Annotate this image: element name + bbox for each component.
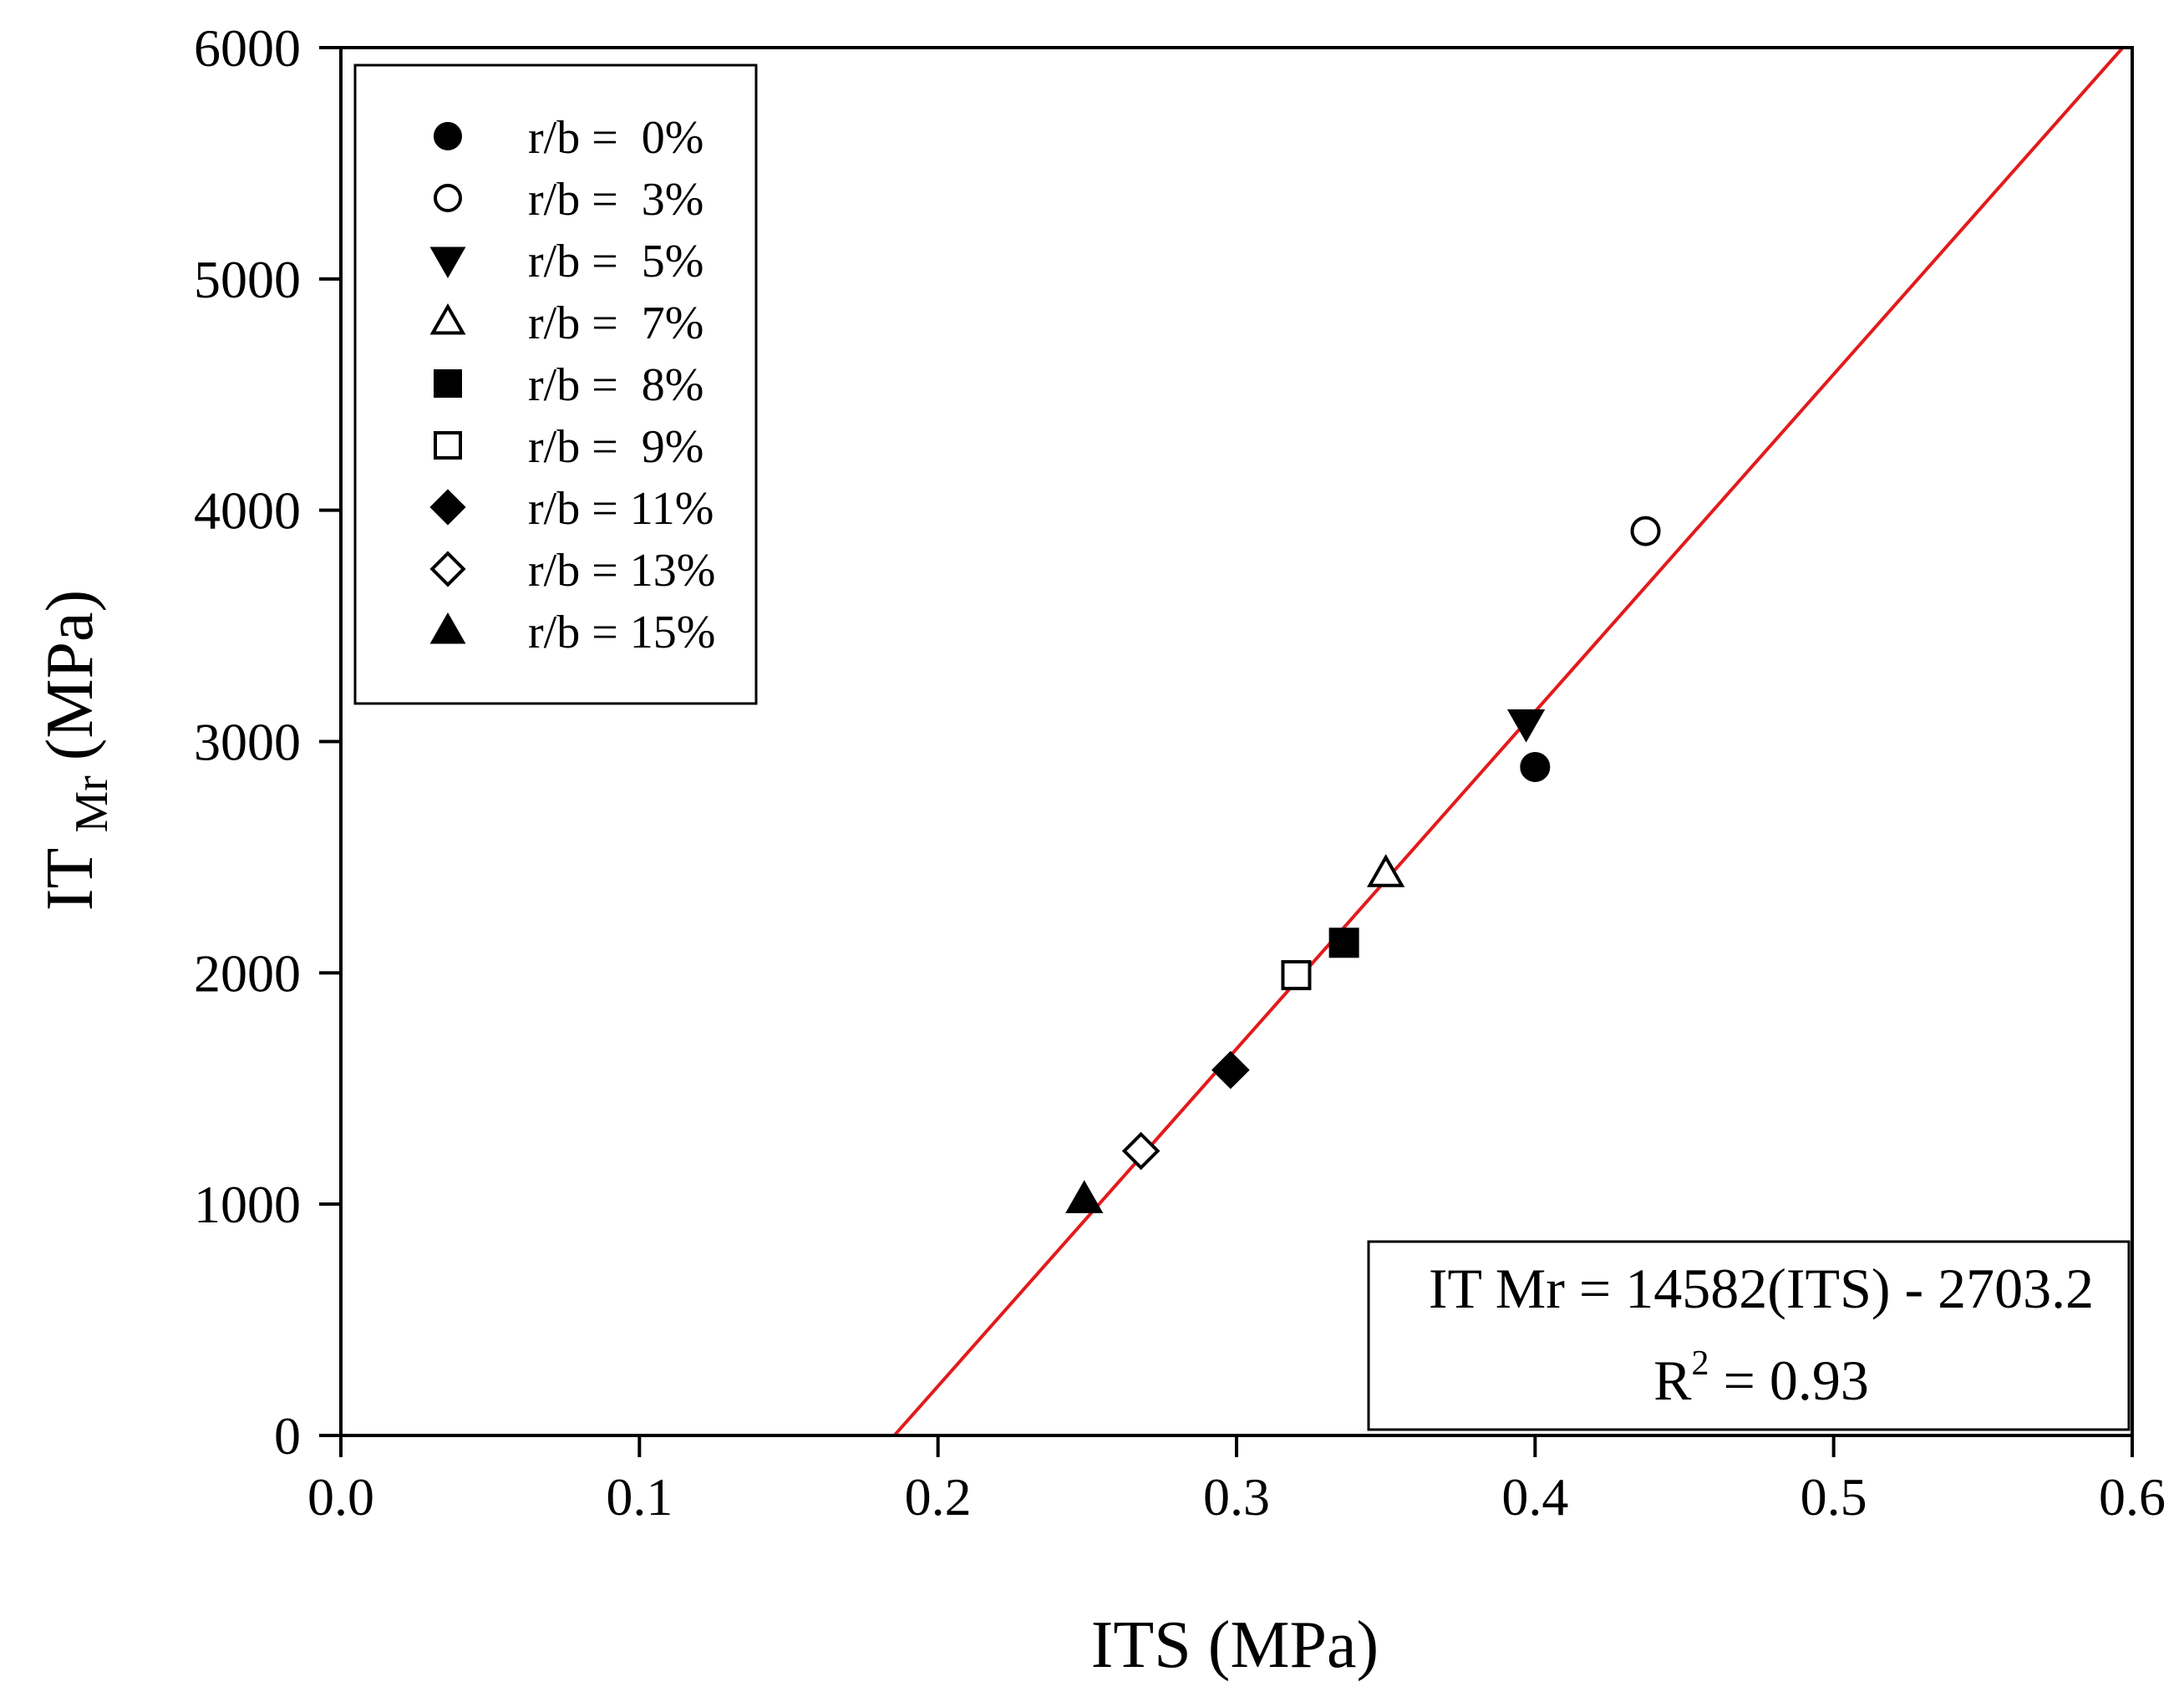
x-tick-label: 0.3 [1203,1467,1270,1527]
x-tick-label: 0.6 [2099,1467,2166,1527]
x-axis-ticks: 0.0 0.1 0.2 0.3 0.4 0.5 0.6 [307,1435,2166,1527]
data-point-7 [1211,1050,1250,1090]
legend-label-8: r/b = 13% [528,545,715,597]
legend-marker-2 [434,184,462,212]
r-squared-label: R [1653,1349,1692,1412]
y-tick-label: 2000 [194,943,301,1003]
legend-marker-4 [429,302,466,335]
y-axis-title-main: IT [33,848,107,912]
y-axis-title-unit: (MPa) [33,590,107,760]
y-tick-label: 0 [274,1406,301,1466]
equation-box-frame [1367,1240,2131,1431]
fit-line [892,46,2125,1437]
r-squared-exponent: 2 [1692,1344,1709,1383]
legend-marker-5 [434,369,462,398]
data-point-1 [1520,751,1551,782]
x-tick-label: 0.4 [1501,1467,1568,1527]
y-tick-label: 4000 [194,481,301,541]
data-point-6 [1281,960,1312,991]
y-tick-label: 3000 [194,713,301,772]
data-markers [1065,516,1661,1214]
data-point-4 [1367,854,1405,887]
equation-text: IT Mr = 14582(ITS) - 2703.2 [1429,1257,2094,1320]
data-point-8 [1121,1131,1161,1171]
legend-marker-1 [434,122,462,150]
legend-label-1: r/b = 0% [528,112,703,164]
y-tick-label: 1000 [194,1175,301,1234]
data-point-5 [1328,927,1359,958]
legend-marker-9 [429,612,466,644]
legend-label-5: r/b = 8% [528,359,703,411]
equation-box: IT Mr = 14582(ITS) - 2703.2 R2 = 0.93 [1367,1240,2131,1431]
legend-label-9: r/b = 15% [528,607,715,658]
y-tick-label: 5000 [194,250,301,309]
legend: r/b = 0% r/b = 3% r/b = 5% r/b = 7% r/b = 8%… [353,64,758,705]
legend-box [353,64,758,705]
y-tick-label: 6000 [194,18,301,78]
legend-marker-8 [429,551,466,587]
y-axis-title: IT Mr (MPa) [33,590,118,911]
data-point-2 [1630,516,1661,546]
legend-marker-6 [434,431,462,460]
legend-label-7: r/b = 11% [528,483,714,535]
r-squared-value: = 0.93 [1709,1349,1869,1412]
x-tick-label: 0.0 [307,1467,374,1527]
r-squared-text: R2 = 0.93 [1653,1344,1869,1412]
data-point-9 [1065,1180,1104,1214]
x-axis-title: ITS (MPa) [1091,1608,1379,1682]
x-tick-label: 0.2 [905,1467,972,1527]
legend-label-2: r/b = 3% [528,174,703,226]
legend-marker-7 [429,489,466,526]
legend-label-3: r/b = 5% [528,236,703,287]
x-tick-label: 0.5 [1801,1467,1867,1527]
legend-marker-3 [429,246,466,279]
legend-label-6: r/b = 9% [528,421,703,473]
x-tick-label: 0.1 [606,1467,673,1527]
data-point-3 [1506,709,1546,743]
y-axis-ticks: 0 1000 2000 3000 4000 5000 6000 [194,18,341,1466]
y-axis-title-subscript: Mr [66,775,118,833]
legend-label-4: r/b = 7% [528,297,703,349]
